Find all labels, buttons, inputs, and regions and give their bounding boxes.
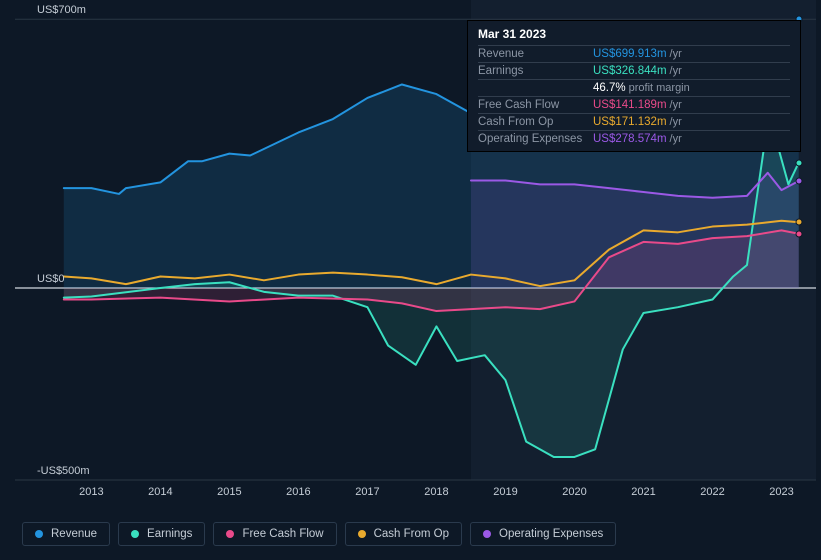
legend-label: Operating Expenses — [499, 528, 603, 540]
tooltip-metric-suffix: /yr — [670, 65, 682, 77]
y-tick-label: -US$500m — [37, 465, 90, 477]
earnings-color-dot — [131, 530, 139, 538]
legend-label: Revenue — [51, 528, 97, 540]
hover-tooltip: Mar 31 2023 RevenueUS$699.913m/yrEarning… — [467, 20, 801, 152]
revenue-color-dot — [35, 530, 43, 538]
tooltip-row: Operating ExpensesUS$278.574m/yr — [478, 130, 790, 147]
x-axis-labels: 2013 2014 2015 2016 2017 2018 2019 2020 2021 2022… — [15, 486, 816, 506]
fcf-end-marker — [795, 230, 802, 237]
earnings-end-marker — [795, 159, 802, 166]
legend-item-cfo[interactable]: Cash From Op — [345, 522, 462, 546]
tooltip-metric-suffix: /yr — [670, 99, 682, 111]
tooltip-metric-value: US$171.132m — [593, 116, 667, 128]
x-tick-label: 2016 — [286, 486, 310, 498]
legend-item-revenue[interactable]: Revenue — [22, 522, 110, 546]
tooltip-row: Cash From OpUS$171.132m/yr — [478, 113, 790, 130]
tooltip-metric-suffix: /yr — [670, 116, 682, 128]
tooltip-metric-value: US$141.189m — [593, 99, 667, 111]
tooltip-metric-label: Earnings — [478, 65, 593, 77]
tooltip-metric-value: US$278.574m — [593, 133, 667, 145]
opex-color-dot — [483, 530, 491, 538]
cfo-color-dot — [358, 530, 366, 538]
fcf-color-dot — [226, 530, 234, 538]
legend-label: Cash From Op — [374, 528, 449, 540]
legend-item-fcf[interactable]: Free Cash Flow — [213, 522, 336, 546]
x-tick-label: 2013 — [79, 486, 103, 498]
tooltip-metric-label: Operating Expenses — [478, 133, 593, 145]
x-tick-label: 2015 — [217, 486, 241, 498]
legend-item-earnings[interactable]: Earnings — [118, 522, 205, 546]
opex-end-marker — [795, 178, 802, 185]
tooltip-metric-value: 46.7% — [593, 82, 626, 94]
x-tick-label: 2014 — [148, 486, 172, 498]
tooltip-row: Free Cash FlowUS$141.189m/yr — [478, 96, 790, 113]
x-tick-label: 2022 — [700, 486, 724, 498]
legend-item-opex[interactable]: Operating Expenses — [470, 522, 616, 546]
x-tick-label: 2020 — [562, 486, 586, 498]
tooltip-row: RevenueUS$699.913m/yr — [478, 45, 790, 62]
x-tick-label: 2019 — [493, 486, 517, 498]
tooltip-metric-label: Revenue — [478, 48, 593, 60]
x-tick-label: 2017 — [355, 486, 379, 498]
x-tick-label: 2021 — [631, 486, 655, 498]
legend: Revenue Earnings Free Cash Flow Cash From O… — [22, 522, 616, 546]
tooltip-date: Mar 31 2023 — [478, 27, 790, 45]
tooltip-row: 46.7%profit margin — [478, 79, 790, 96]
y-tick-label: US$700m — [37, 4, 86, 16]
tooltip-metric-label: Free Cash Flow — [478, 99, 593, 111]
tooltip-row: EarningsUS$326.844m/yr — [478, 62, 790, 79]
x-tick-label: 2023 — [769, 486, 793, 498]
legend-label: Earnings — [147, 528, 192, 540]
tooltip-metric-value: US$326.844m — [593, 65, 667, 77]
x-tick-label: 2018 — [424, 486, 448, 498]
cfo-end-marker — [795, 219, 802, 226]
tooltip-metric-suffix: /yr — [670, 133, 682, 145]
tooltip-metric-suffix: profit margin — [629, 82, 690, 94]
y-tick-label: US$0 — [37, 273, 65, 285]
tooltip-metric-label: Cash From Op — [478, 116, 593, 128]
tooltip-rows: RevenueUS$699.913m/yrEarningsUS$326.844m… — [478, 45, 790, 147]
legend-label: Free Cash Flow — [242, 528, 323, 540]
tooltip-metric-value: US$699.913m — [593, 48, 667, 60]
tooltip-metric-suffix: /yr — [670, 48, 682, 60]
